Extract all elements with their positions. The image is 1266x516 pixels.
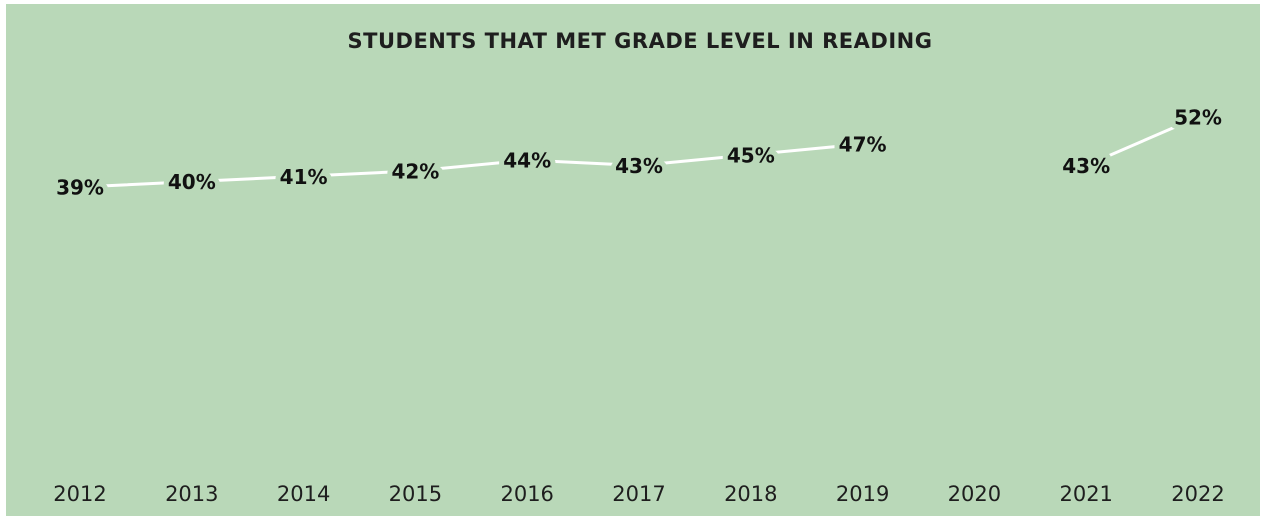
x-tick-label: 2015 [389, 482, 442, 506]
x-tick-label: 2022 [1171, 482, 1224, 506]
data-label: 40% [168, 170, 216, 194]
data-label: 43% [615, 154, 663, 178]
x-tick-label: 2021 [1059, 482, 1112, 506]
x-tick-label: 2016 [500, 482, 553, 506]
line-series [1084, 115, 1200, 168]
data-label: 39% [56, 176, 104, 200]
data-label: 43% [1062, 154, 1110, 178]
x-tick-label: 2017 [612, 482, 665, 506]
data-label: 41% [280, 165, 328, 189]
x-tick-label: 2018 [724, 482, 777, 506]
data-label: 45% [727, 143, 775, 167]
chart-background [6, 4, 1260, 516]
data-label: 42% [391, 159, 439, 183]
data-label: 47% [839, 132, 887, 156]
x-tick-label: 2020 [948, 482, 1001, 506]
data-label: 44% [503, 149, 551, 173]
x-tick-label: 2012 [53, 482, 106, 506]
chart-title: STUDENTS THAT MET GRADE LEVEL IN READING [348, 29, 933, 53]
x-tick-label: 2014 [277, 482, 330, 506]
line-series [78, 142, 865, 189]
data-label: 52% [1174, 106, 1222, 130]
x-tick-label: 2013 [165, 482, 218, 506]
x-tick-label: 2019 [836, 482, 889, 506]
